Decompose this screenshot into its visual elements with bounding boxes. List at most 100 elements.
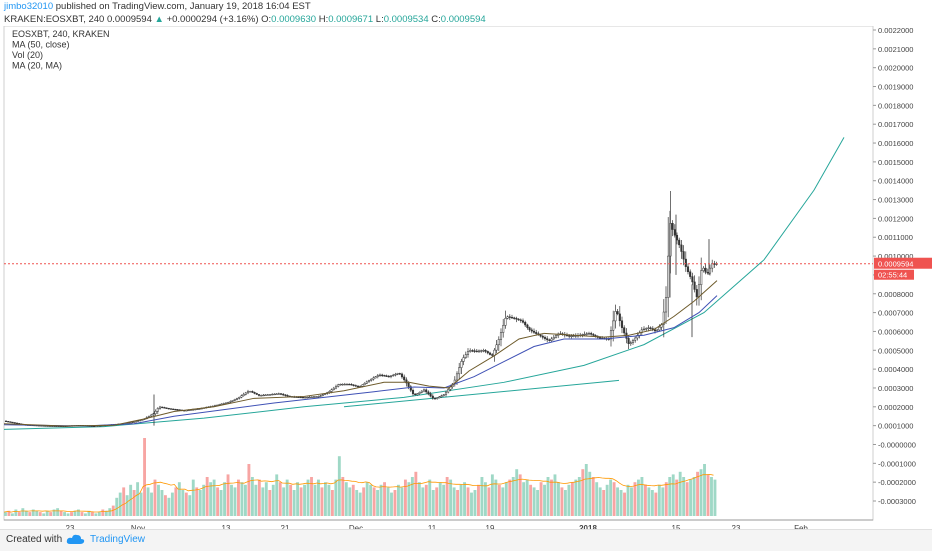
candle-body xyxy=(524,322,527,326)
volume-bar xyxy=(10,513,14,516)
volume-bar xyxy=(591,477,595,516)
volume-bar xyxy=(483,482,487,516)
volume-bar xyxy=(609,479,613,516)
candle-body xyxy=(570,335,573,337)
candle-body xyxy=(673,229,676,236)
volume-bar xyxy=(337,456,341,516)
tradingview-logo[interactable]: TradingView xyxy=(90,534,146,545)
candle-body xyxy=(321,394,324,396)
volume-bar xyxy=(278,482,282,516)
candle-body xyxy=(363,383,366,386)
volume-bar xyxy=(237,479,240,516)
volume-bar xyxy=(466,487,470,516)
volume-bar xyxy=(421,487,425,516)
volume-bar xyxy=(442,484,446,516)
candle-body xyxy=(130,422,133,424)
candle-body xyxy=(310,396,313,398)
candle-body xyxy=(264,394,267,396)
candle-body xyxy=(546,338,549,341)
candle-body xyxy=(381,374,384,377)
volume-bar xyxy=(63,512,67,516)
time-axis[interactable]: 23 Nov 13 21 Dec 11 19 2018 15 23 Feb xyxy=(4,519,873,529)
volume-bar xyxy=(689,479,693,516)
candle-body xyxy=(473,350,476,352)
price-labels: 0.0009594 02:55:44 xyxy=(874,257,932,280)
volume-bar xyxy=(136,482,140,516)
candle-body xyxy=(405,379,408,384)
volume-bar xyxy=(598,487,602,516)
volume-bar xyxy=(83,513,87,516)
candle-body xyxy=(376,375,379,377)
volume-bar xyxy=(390,492,393,516)
volume-bars xyxy=(3,438,717,516)
volume-bar xyxy=(282,487,286,516)
candle-body xyxy=(169,408,173,410)
price-chart[interactable]: 0.0022000 0.0021000 0.0020000 0.0019000 0.00… xyxy=(0,26,932,529)
candle-body xyxy=(251,391,254,393)
symbol-label: KRAKEN:EOSXBT, 240 xyxy=(4,13,105,25)
volume-bar xyxy=(198,490,202,516)
candle-body xyxy=(504,318,507,326)
candle-body xyxy=(671,223,674,230)
candle-body xyxy=(134,421,137,423)
high-value: 0.0009671 xyxy=(328,13,374,25)
candle-body xyxy=(634,337,637,341)
candle-body xyxy=(706,272,709,274)
candle-body xyxy=(572,335,575,337)
candle-body xyxy=(499,332,503,340)
candle-body xyxy=(330,389,333,392)
candle-body xyxy=(224,402,228,404)
candle-body xyxy=(266,394,269,396)
volume-bar xyxy=(250,477,254,516)
candle-body xyxy=(299,396,302,399)
volume-bar xyxy=(209,482,213,516)
current-price-badge xyxy=(874,257,932,269)
plot-frame xyxy=(3,26,874,521)
volume-bar xyxy=(108,508,112,516)
publish-line: jimbo32010 published on TradingView.com,… xyxy=(4,1,486,14)
volume-bar xyxy=(355,490,359,516)
volume-bar xyxy=(539,482,543,516)
candle-body xyxy=(383,375,386,377)
volume-bar xyxy=(264,482,268,516)
candle-body xyxy=(691,276,694,283)
candle-body xyxy=(539,334,542,337)
x-tick-label: Dec xyxy=(349,524,363,529)
candle-body xyxy=(378,374,382,377)
candle-body xyxy=(163,407,166,409)
candle-body xyxy=(664,297,668,313)
volume-bar xyxy=(668,477,672,516)
volume-bar xyxy=(344,482,348,516)
candle-body xyxy=(510,317,514,319)
candle-body xyxy=(477,350,481,352)
volume-bar xyxy=(191,479,195,516)
volume-bar xyxy=(567,484,571,516)
candle-body xyxy=(301,396,305,399)
volume-bar xyxy=(480,477,484,516)
candle-body xyxy=(409,386,412,391)
author-link[interactable]: jimbo32010 xyxy=(4,1,54,12)
candle-body xyxy=(312,396,316,398)
candle-body xyxy=(271,394,274,396)
candle-body xyxy=(427,391,430,395)
volume-bar xyxy=(703,464,706,516)
volume-bar xyxy=(70,512,73,516)
volume-bar xyxy=(657,484,661,516)
candle-body xyxy=(350,383,353,386)
candle-body xyxy=(332,387,335,391)
candle-body xyxy=(341,383,344,386)
candle-body xyxy=(229,401,232,403)
candle-body xyxy=(286,395,289,397)
volume-bar xyxy=(577,477,581,516)
volume-bar xyxy=(42,513,46,516)
volume-bar xyxy=(122,487,126,516)
volume-bar xyxy=(205,477,209,516)
candle-body xyxy=(176,409,179,411)
volume-bar xyxy=(66,513,70,516)
y-tick-label: 0.0003000 xyxy=(878,384,913,393)
volume-bar xyxy=(358,492,362,516)
volume-bar xyxy=(188,495,192,516)
volume-bar xyxy=(118,492,122,516)
legend-item: EOSXBT, 240, KRAKEN xyxy=(12,29,110,39)
